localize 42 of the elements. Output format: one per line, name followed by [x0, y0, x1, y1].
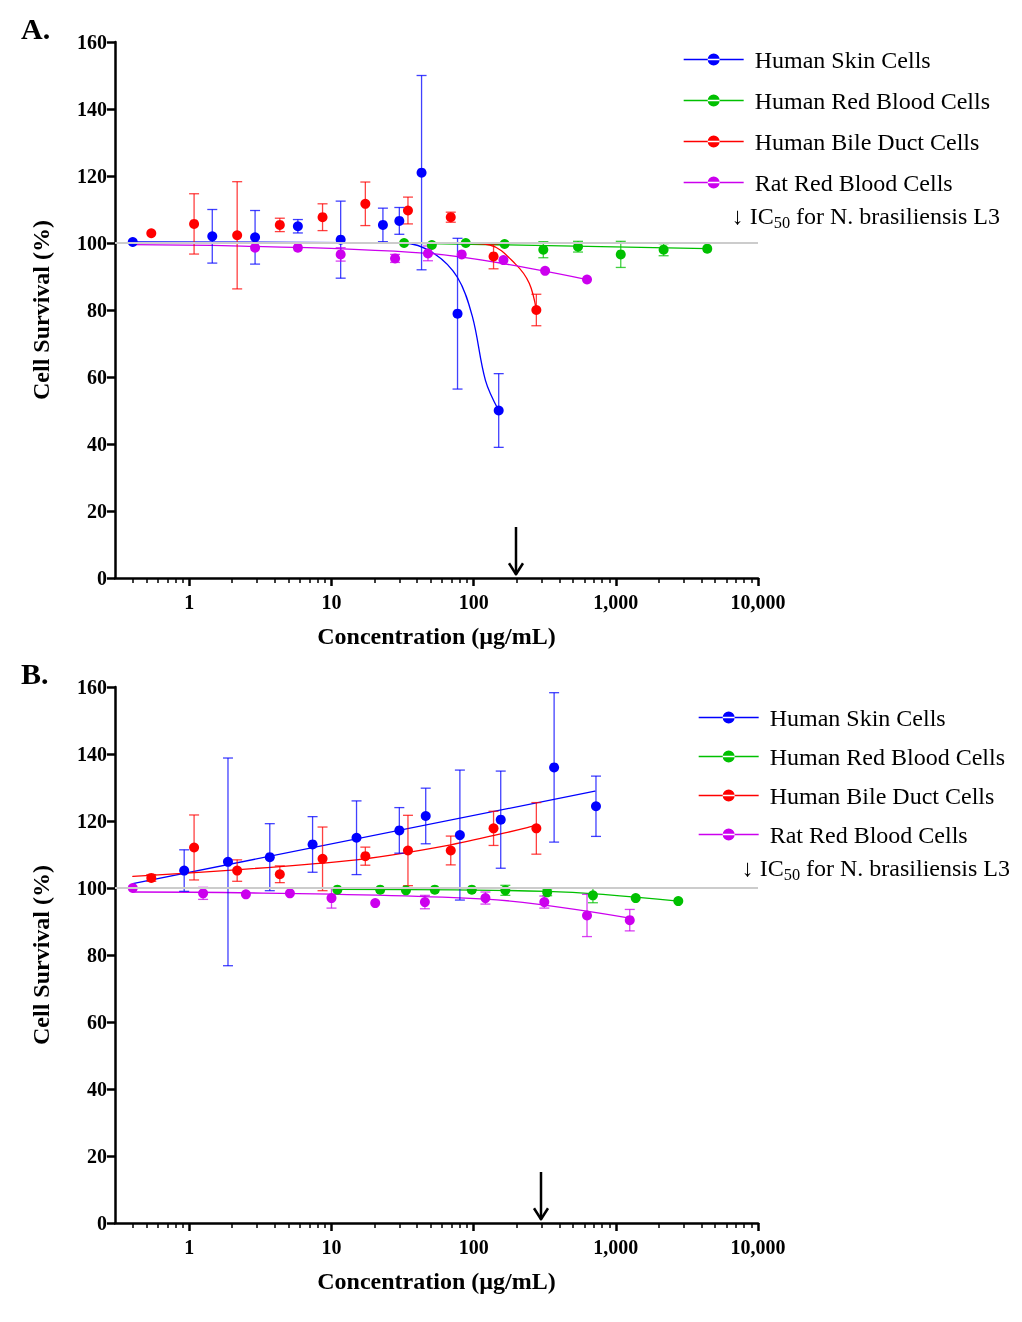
legend-label: Human Skin Cells	[754, 46, 931, 73]
y-tick-label: 80	[87, 299, 107, 321]
x-tick-label: 100	[458, 1236, 489, 1258]
legend-label: Human Bile Duct Cells	[754, 128, 980, 155]
x-tick-label: 1	[184, 1236, 195, 1258]
y-tick-label: 120	[77, 165, 107, 187]
y-tick-label: 40	[87, 433, 107, 455]
y-tick-label: 20	[87, 500, 107, 522]
y-tick-label: 40	[87, 1078, 107, 1100]
y-tick-label: 100	[77, 877, 107, 899]
y-tick-label: 140	[77, 743, 107, 765]
x-tick-label: 10	[321, 1236, 342, 1258]
x-tick-label: 10	[321, 591, 342, 613]
y-tick-label: 140	[77, 98, 107, 120]
y-tick-label: 0	[97, 1212, 107, 1234]
x-tick-label: 1,000	[593, 1236, 639, 1258]
legend-label: Rat Red Blood Cells	[754, 169, 953, 196]
legend-label: Human Skin Cells	[769, 704, 946, 731]
y-tick-label: 60	[87, 1011, 107, 1033]
x-tick-label: 10,000	[730, 1236, 786, 1258]
x-axis-title: Concentration (µg/mL)	[317, 1268, 556, 1294]
x-tick-label: 1,000	[593, 591, 639, 613]
y-tick-label: 160	[77, 31, 107, 53]
legend-label: Human Red Blood Cells	[754, 87, 990, 114]
legend-label: Rat Red Blood Cells	[769, 821, 968, 848]
legend-label: Human Red Blood Cells	[769, 743, 1005, 770]
y-axis-title: Cell Survival (%)	[28, 220, 54, 400]
chart-title: B.	[21, 656, 49, 690]
y-tick-label: 100	[77, 232, 107, 254]
y-tick-label: 120	[77, 810, 107, 832]
legend-label: Human Bile Duct Cells	[769, 782, 995, 809]
x-tick-label: 100	[458, 591, 489, 613]
y-tick-label: 0	[97, 567, 107, 589]
y-tick-label: 80	[87, 944, 107, 966]
x-tick-label: 1	[184, 591, 195, 613]
y-tick-label: 160	[77, 676, 107, 698]
chart-title: A.	[21, 11, 51, 45]
y-tick-label: 20	[87, 1145, 107, 1167]
y-axis-title: Cell Survival (%)	[28, 865, 54, 1045]
x-tick-label: 10,000	[730, 591, 786, 613]
y-tick-label: 60	[87, 366, 107, 388]
x-axis-title: Concentration (µg/mL)	[317, 623, 556, 649]
